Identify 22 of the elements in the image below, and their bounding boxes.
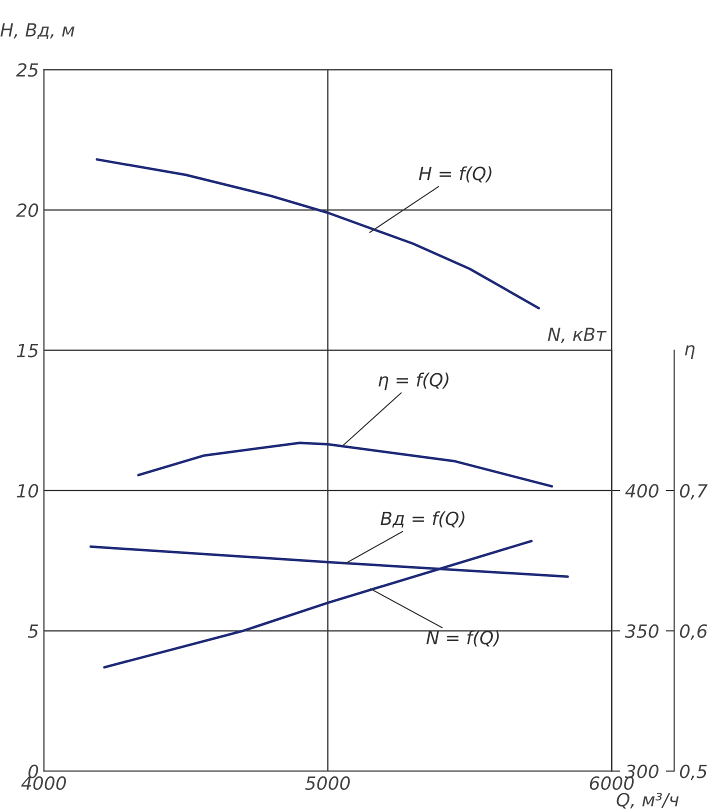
y-axis-title: H, Вд, м bbox=[0, 23, 74, 39]
y2-axis-title: N, кВт bbox=[548, 328, 607, 344]
y-tick-label: 15 bbox=[16, 344, 38, 358]
x-tick-label: 6000 bbox=[590, 776, 634, 790]
y3-tick-label: 0,6 bbox=[680, 624, 707, 640]
y2-tick-label: 300 bbox=[624, 764, 658, 778]
annotation: H = f(Q) bbox=[418, 166, 492, 182]
annotation: η = f(Q) bbox=[378, 372, 448, 390]
x-tick-label: 5000 bbox=[305, 776, 350, 790]
y-tick-label: 25 bbox=[16, 63, 38, 77]
y2-tick-label: 400 bbox=[625, 484, 658, 498]
y-tick-label: 0 bbox=[28, 764, 38, 778]
x-tick-label: 4000 bbox=[21, 776, 66, 790]
y3-tick-label: 0,5 bbox=[680, 764, 707, 780]
y-tick-label: 10 bbox=[16, 484, 38, 498]
y2-tick-label: 350 bbox=[624, 624, 658, 638]
y3-tick-label: 0,7 bbox=[680, 484, 708, 500]
y-tick-label: 5 bbox=[28, 624, 38, 638]
x-axis-title: Q, м³/ч bbox=[616, 792, 679, 809]
y3-axis-title: η bbox=[684, 345, 695, 359]
annotation: Вд = f(Q) bbox=[380, 511, 464, 528]
y-tick-label: 20 bbox=[16, 203, 38, 218]
